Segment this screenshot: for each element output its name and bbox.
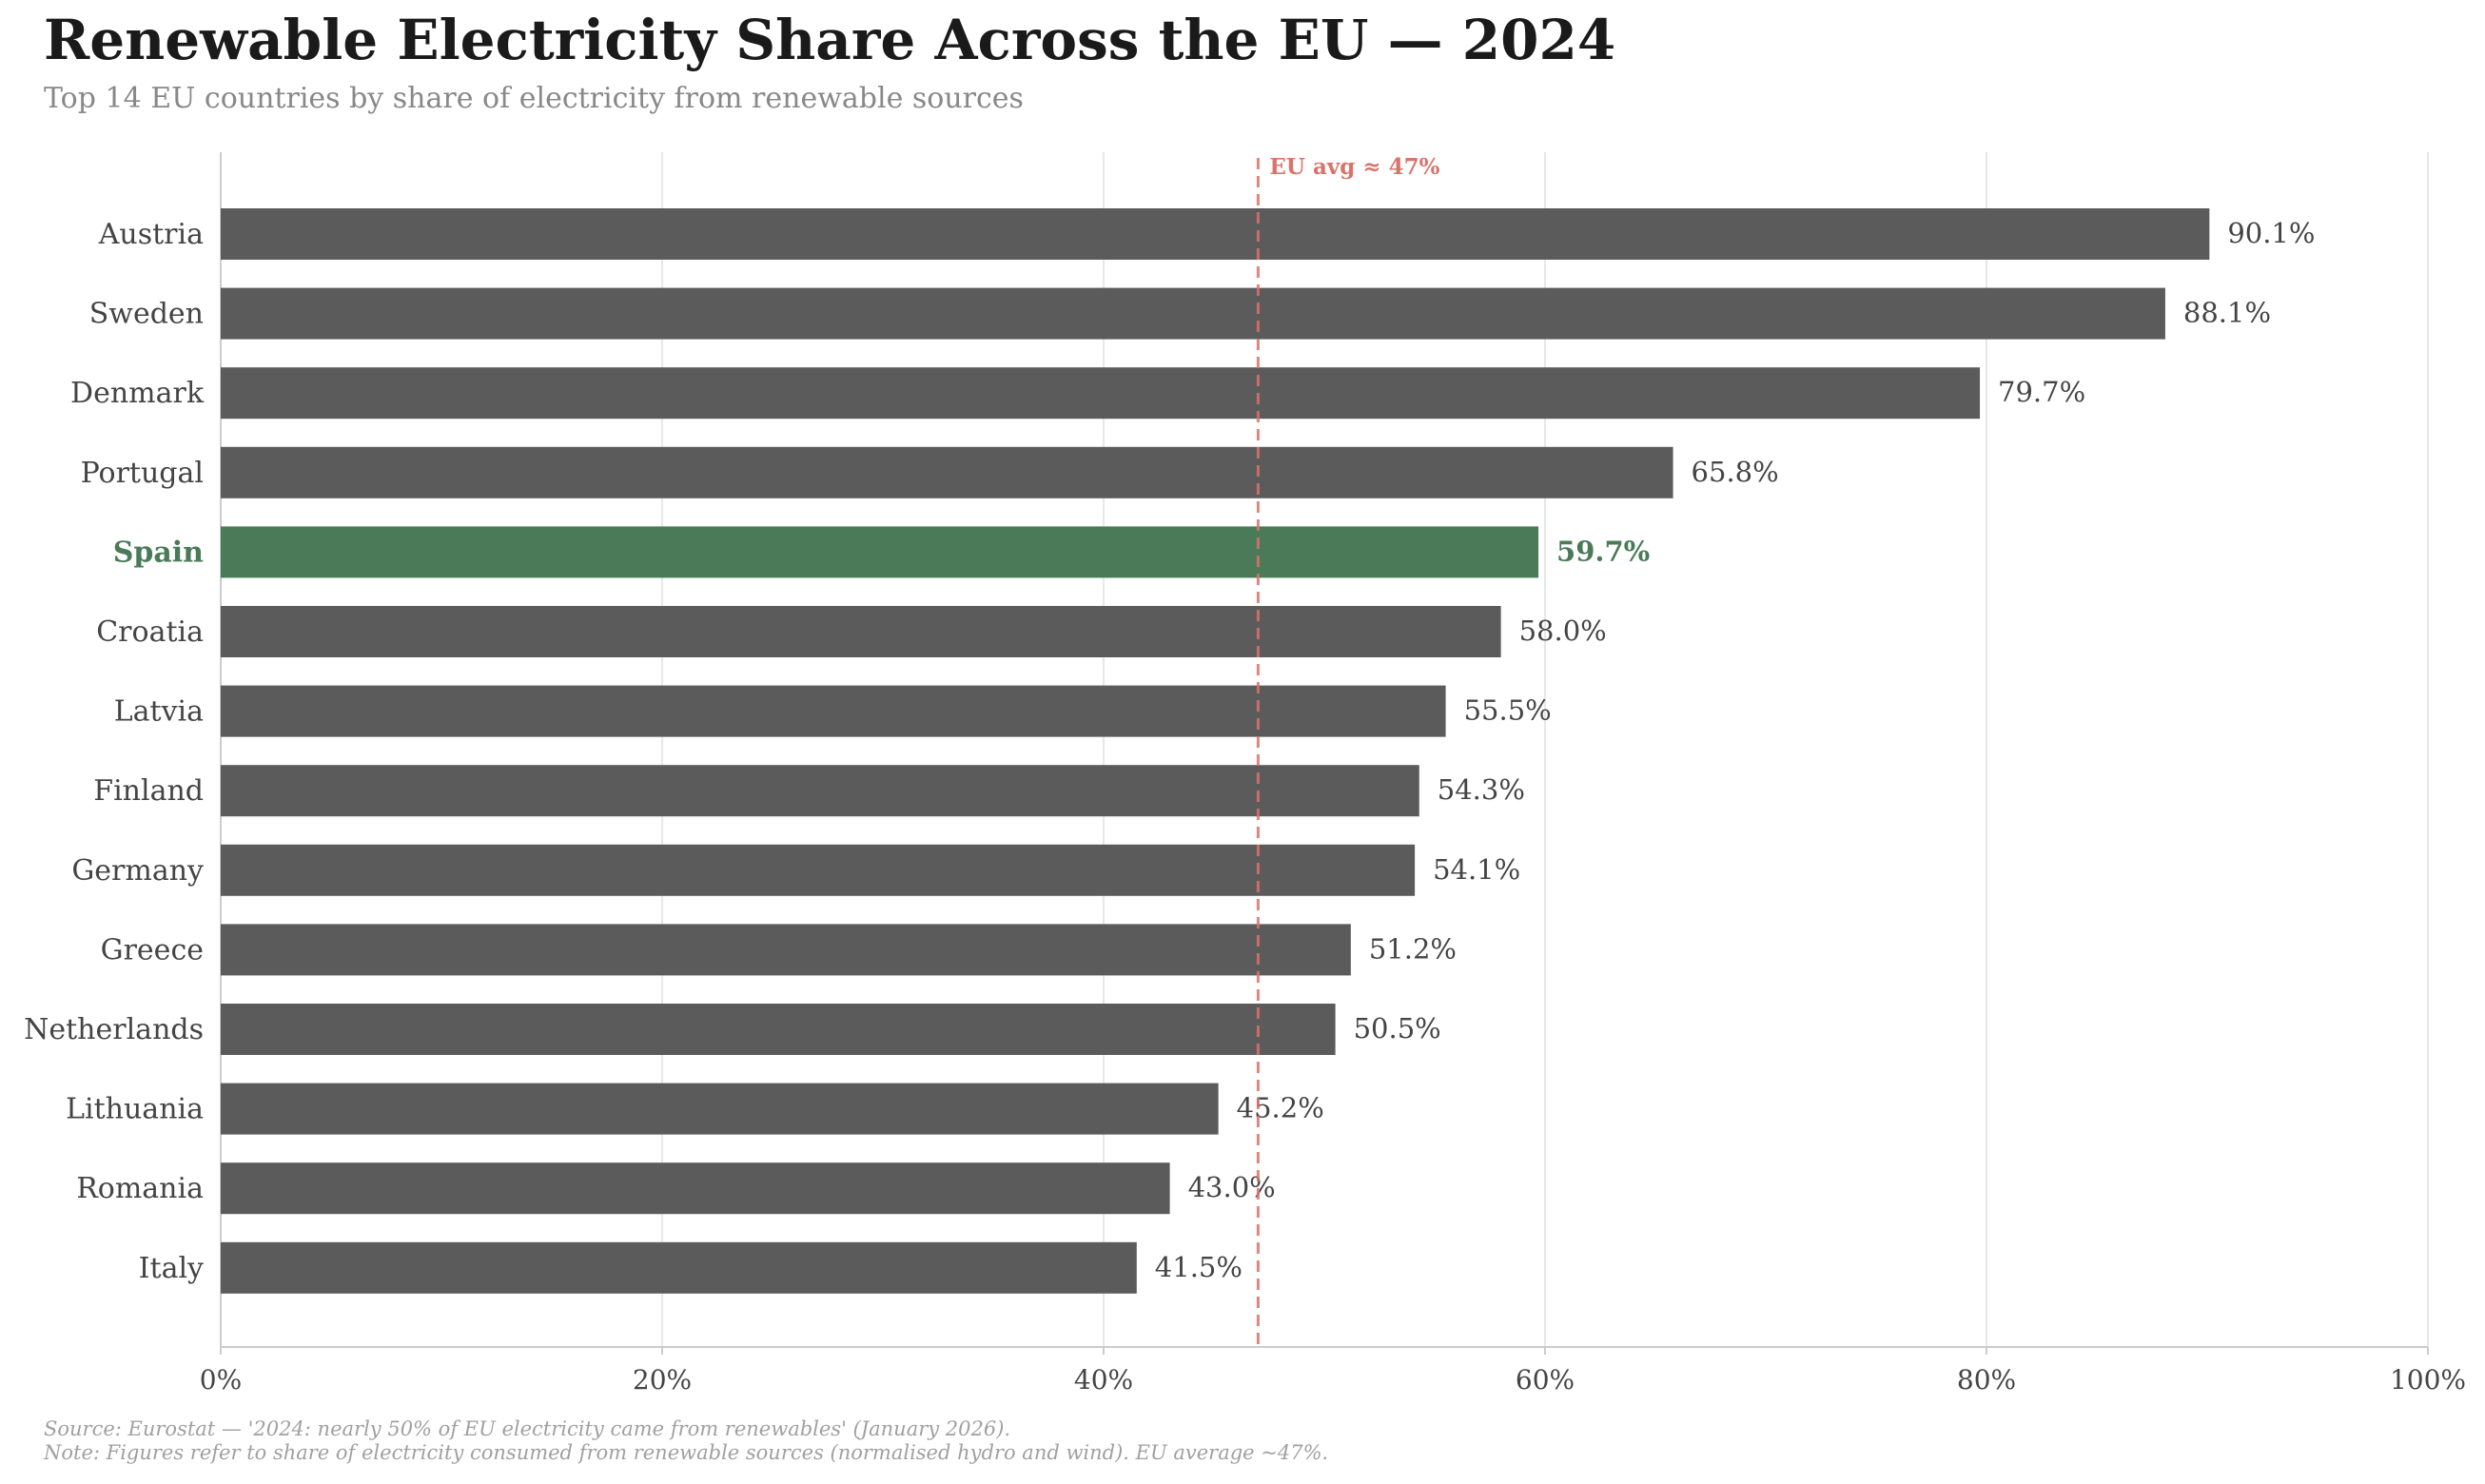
category-label: Austria xyxy=(98,218,204,251)
chart-title: Renewable Electricity Share Across the E… xyxy=(44,8,1616,72)
value-label: 65.8% xyxy=(1692,456,1779,488)
x-tick-label: 100% xyxy=(2390,1364,2466,1396)
bar xyxy=(221,606,1501,657)
value-label: 55.5% xyxy=(1464,694,1552,727)
bar xyxy=(221,1241,1137,1294)
value-label: 79.7% xyxy=(1998,376,2085,408)
bar xyxy=(221,844,1416,896)
x-tick-label: 40% xyxy=(1074,1364,1133,1396)
bar xyxy=(221,765,1419,817)
bar-highlight xyxy=(221,526,1539,578)
note-footnote: Note: Figures refer to share of electric… xyxy=(44,1441,1329,1464)
value-label: 58.0% xyxy=(1519,615,1607,647)
value-label: 90.1% xyxy=(2227,217,2315,249)
value-label: 50.5% xyxy=(1354,1012,1441,1045)
category-label: Spain xyxy=(113,536,204,569)
value-label: 41.5% xyxy=(1155,1251,1242,1283)
x-tick-label: 60% xyxy=(1516,1364,1575,1396)
bar xyxy=(221,924,1351,976)
bar xyxy=(221,287,2165,340)
value-label: 51.2% xyxy=(1369,932,1457,965)
x-tick-label: 20% xyxy=(633,1364,692,1396)
value-label: 54.1% xyxy=(1433,853,1520,886)
bar xyxy=(221,208,2210,260)
category-label: Greece xyxy=(101,933,204,967)
chart-subtitle: Top 14 EU countries by share of electric… xyxy=(44,82,1024,115)
category-label: Finland xyxy=(93,774,204,808)
bar xyxy=(221,367,1981,420)
value-label: 54.3% xyxy=(1438,773,1525,806)
value-label: 88.1% xyxy=(2183,297,2271,329)
source-footnote: Source: Eurostat — '2024: nearly 50% of … xyxy=(44,1417,1011,1440)
value-label: 43.0% xyxy=(1188,1171,1276,1203)
category-label: Italy xyxy=(139,1252,204,1285)
category-label: Netherlands xyxy=(24,1013,204,1046)
eu-average-label: EU avg ≈ 47% xyxy=(1269,154,1439,180)
category-label: Croatia xyxy=(96,615,204,649)
bar xyxy=(221,1004,1336,1055)
category-label: Latvia xyxy=(114,695,204,729)
category-label: Germany xyxy=(71,854,204,888)
bar xyxy=(221,446,1673,498)
x-tick-label: 0% xyxy=(200,1364,242,1396)
bar xyxy=(221,1162,1170,1215)
category-label: Denmark xyxy=(70,377,205,410)
bar-chart: 0% 20% 40% 60% 80% 100% Austria 90.1% Sweden 88.1… xyxy=(24,152,2466,1396)
category-label: Lithuania xyxy=(66,1093,204,1126)
category-label: Sweden xyxy=(89,298,204,331)
value-label: 59.7% xyxy=(1556,535,1650,567)
bar xyxy=(221,685,1446,737)
category-label: Portugal xyxy=(81,457,204,490)
bar xyxy=(221,1083,1219,1135)
value-label: 45.2% xyxy=(1237,1092,1324,1124)
category-label: Romania xyxy=(76,1172,204,1205)
x-tick-label: 80% xyxy=(1957,1364,2016,1396)
